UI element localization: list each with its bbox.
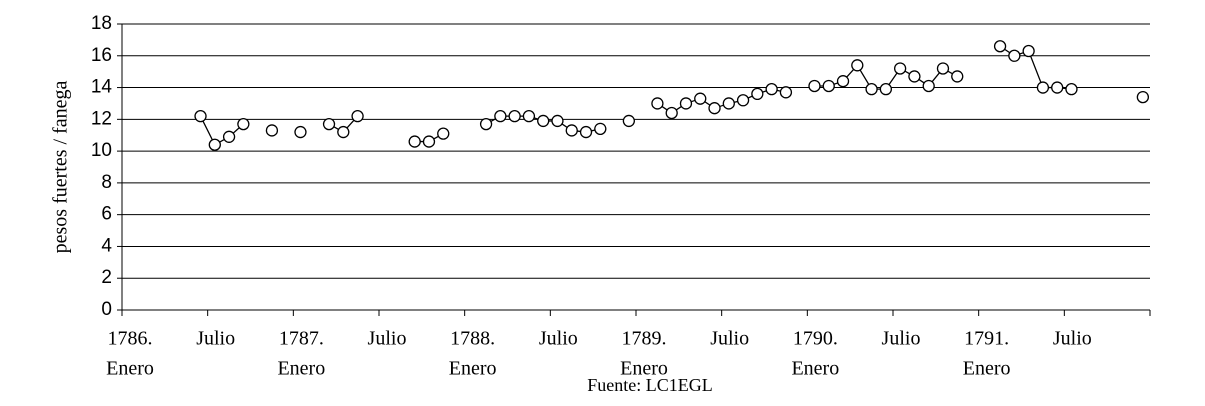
- x-tick-label: 1791.: [964, 328, 1009, 350]
- data-point: [836, 75, 850, 88]
- x-tick-label: Julio: [882, 328, 921, 350]
- data-point: [565, 124, 578, 137]
- x-tick-label: 1789.: [622, 328, 667, 350]
- series-line: [199, 115, 244, 146]
- source-note: Fuente: LC1EGL: [587, 375, 712, 395]
- data-point: [1136, 90, 1150, 104]
- data-point: [751, 87, 764, 101]
- data-point: [665, 106, 678, 120]
- data-point: [651, 97, 664, 110]
- x-tick-label: 1786.: [108, 328, 153, 350]
- data-point: [893, 62, 907, 75]
- y-axis-label: pesos fuertes / fanega: [50, 81, 72, 254]
- data-point: [1051, 81, 1064, 94]
- data-point: [294, 125, 307, 139]
- data-point: [765, 82, 778, 96]
- x-tick-label: Enero: [791, 358, 839, 380]
- data-point: [222, 130, 236, 143]
- data-point: [337, 125, 350, 139]
- x-tick-label: Enero: [620, 358, 668, 380]
- x-tick-label: Enero: [449, 358, 497, 380]
- y-tick-label: 0: [101, 299, 112, 320]
- data-point: [1065, 82, 1078, 96]
- x-tick-label: Enero: [277, 358, 325, 380]
- x-tick-label: 1788.: [450, 328, 495, 350]
- data-point: [694, 92, 707, 105]
- x-tick-label: 1790.: [793, 328, 838, 350]
- data-point: [865, 82, 878, 96]
- x-tick-label: 1787.: [279, 328, 324, 350]
- data-point: [779, 86, 793, 99]
- data-point: [594, 122, 607, 136]
- data-point: [194, 110, 207, 123]
- data-point: [479, 117, 493, 131]
- data-point: [1022, 44, 1035, 58]
- data-point: [408, 135, 421, 148]
- x-tick-label: Julio: [196, 328, 235, 350]
- y-tick-label: 12: [91, 108, 112, 129]
- data-point: [622, 114, 636, 128]
- x-tick-label: Julio: [368, 328, 407, 350]
- data-point: [908, 70, 921, 83]
- data-point: [993, 40, 1007, 53]
- data-point: [1008, 49, 1021, 62]
- data-point: [422, 135, 436, 148]
- data-point: [265, 124, 279, 137]
- x-tick-label: Julio: [710, 328, 749, 350]
- y-tick-label: 8: [101, 172, 112, 193]
- data-point: [508, 110, 521, 123]
- y-tick-label: 6: [101, 204, 112, 225]
- series-line: [657, 88, 787, 114]
- data-point: [237, 117, 250, 131]
- y-tick-label: 16: [91, 45, 112, 66]
- y-tick-label: 10: [91, 140, 112, 161]
- y-tick-label: 4: [101, 235, 112, 256]
- data-point: [708, 102, 721, 115]
- data-point: [494, 110, 507, 123]
- data-point: [579, 125, 593, 139]
- data-point: [879, 82, 893, 96]
- data-point: [736, 94, 750, 107]
- x-tick-label: Enero: [106, 358, 154, 380]
- data-point: [851, 59, 864, 72]
- data-point: [679, 97, 693, 110]
- data-point: [208, 138, 221, 151]
- x-tick-label: Julio: [539, 328, 578, 350]
- data-point: [1036, 81, 1050, 94]
- data-point: [722, 97, 735, 110]
- data-point: [522, 110, 536, 123]
- data-point: [322, 117, 336, 131]
- x-tick-label: Julio: [1053, 328, 1092, 350]
- data-point: [551, 114, 564, 128]
- data-point: [437, 127, 450, 140]
- y-tick-label: 2: [101, 267, 112, 288]
- data-point: [951, 70, 964, 83]
- x-tick-label: Enero: [963, 358, 1011, 380]
- data-point: [936, 62, 950, 75]
- data-point: [351, 110, 364, 123]
- data-point: [808, 79, 821, 93]
- data-point: [822, 79, 835, 93]
- data-point: [922, 79, 935, 93]
- data-point: [537, 114, 550, 128]
- y-tick-label: 18: [91, 13, 112, 34]
- y-tick-label: 14: [91, 77, 113, 98]
